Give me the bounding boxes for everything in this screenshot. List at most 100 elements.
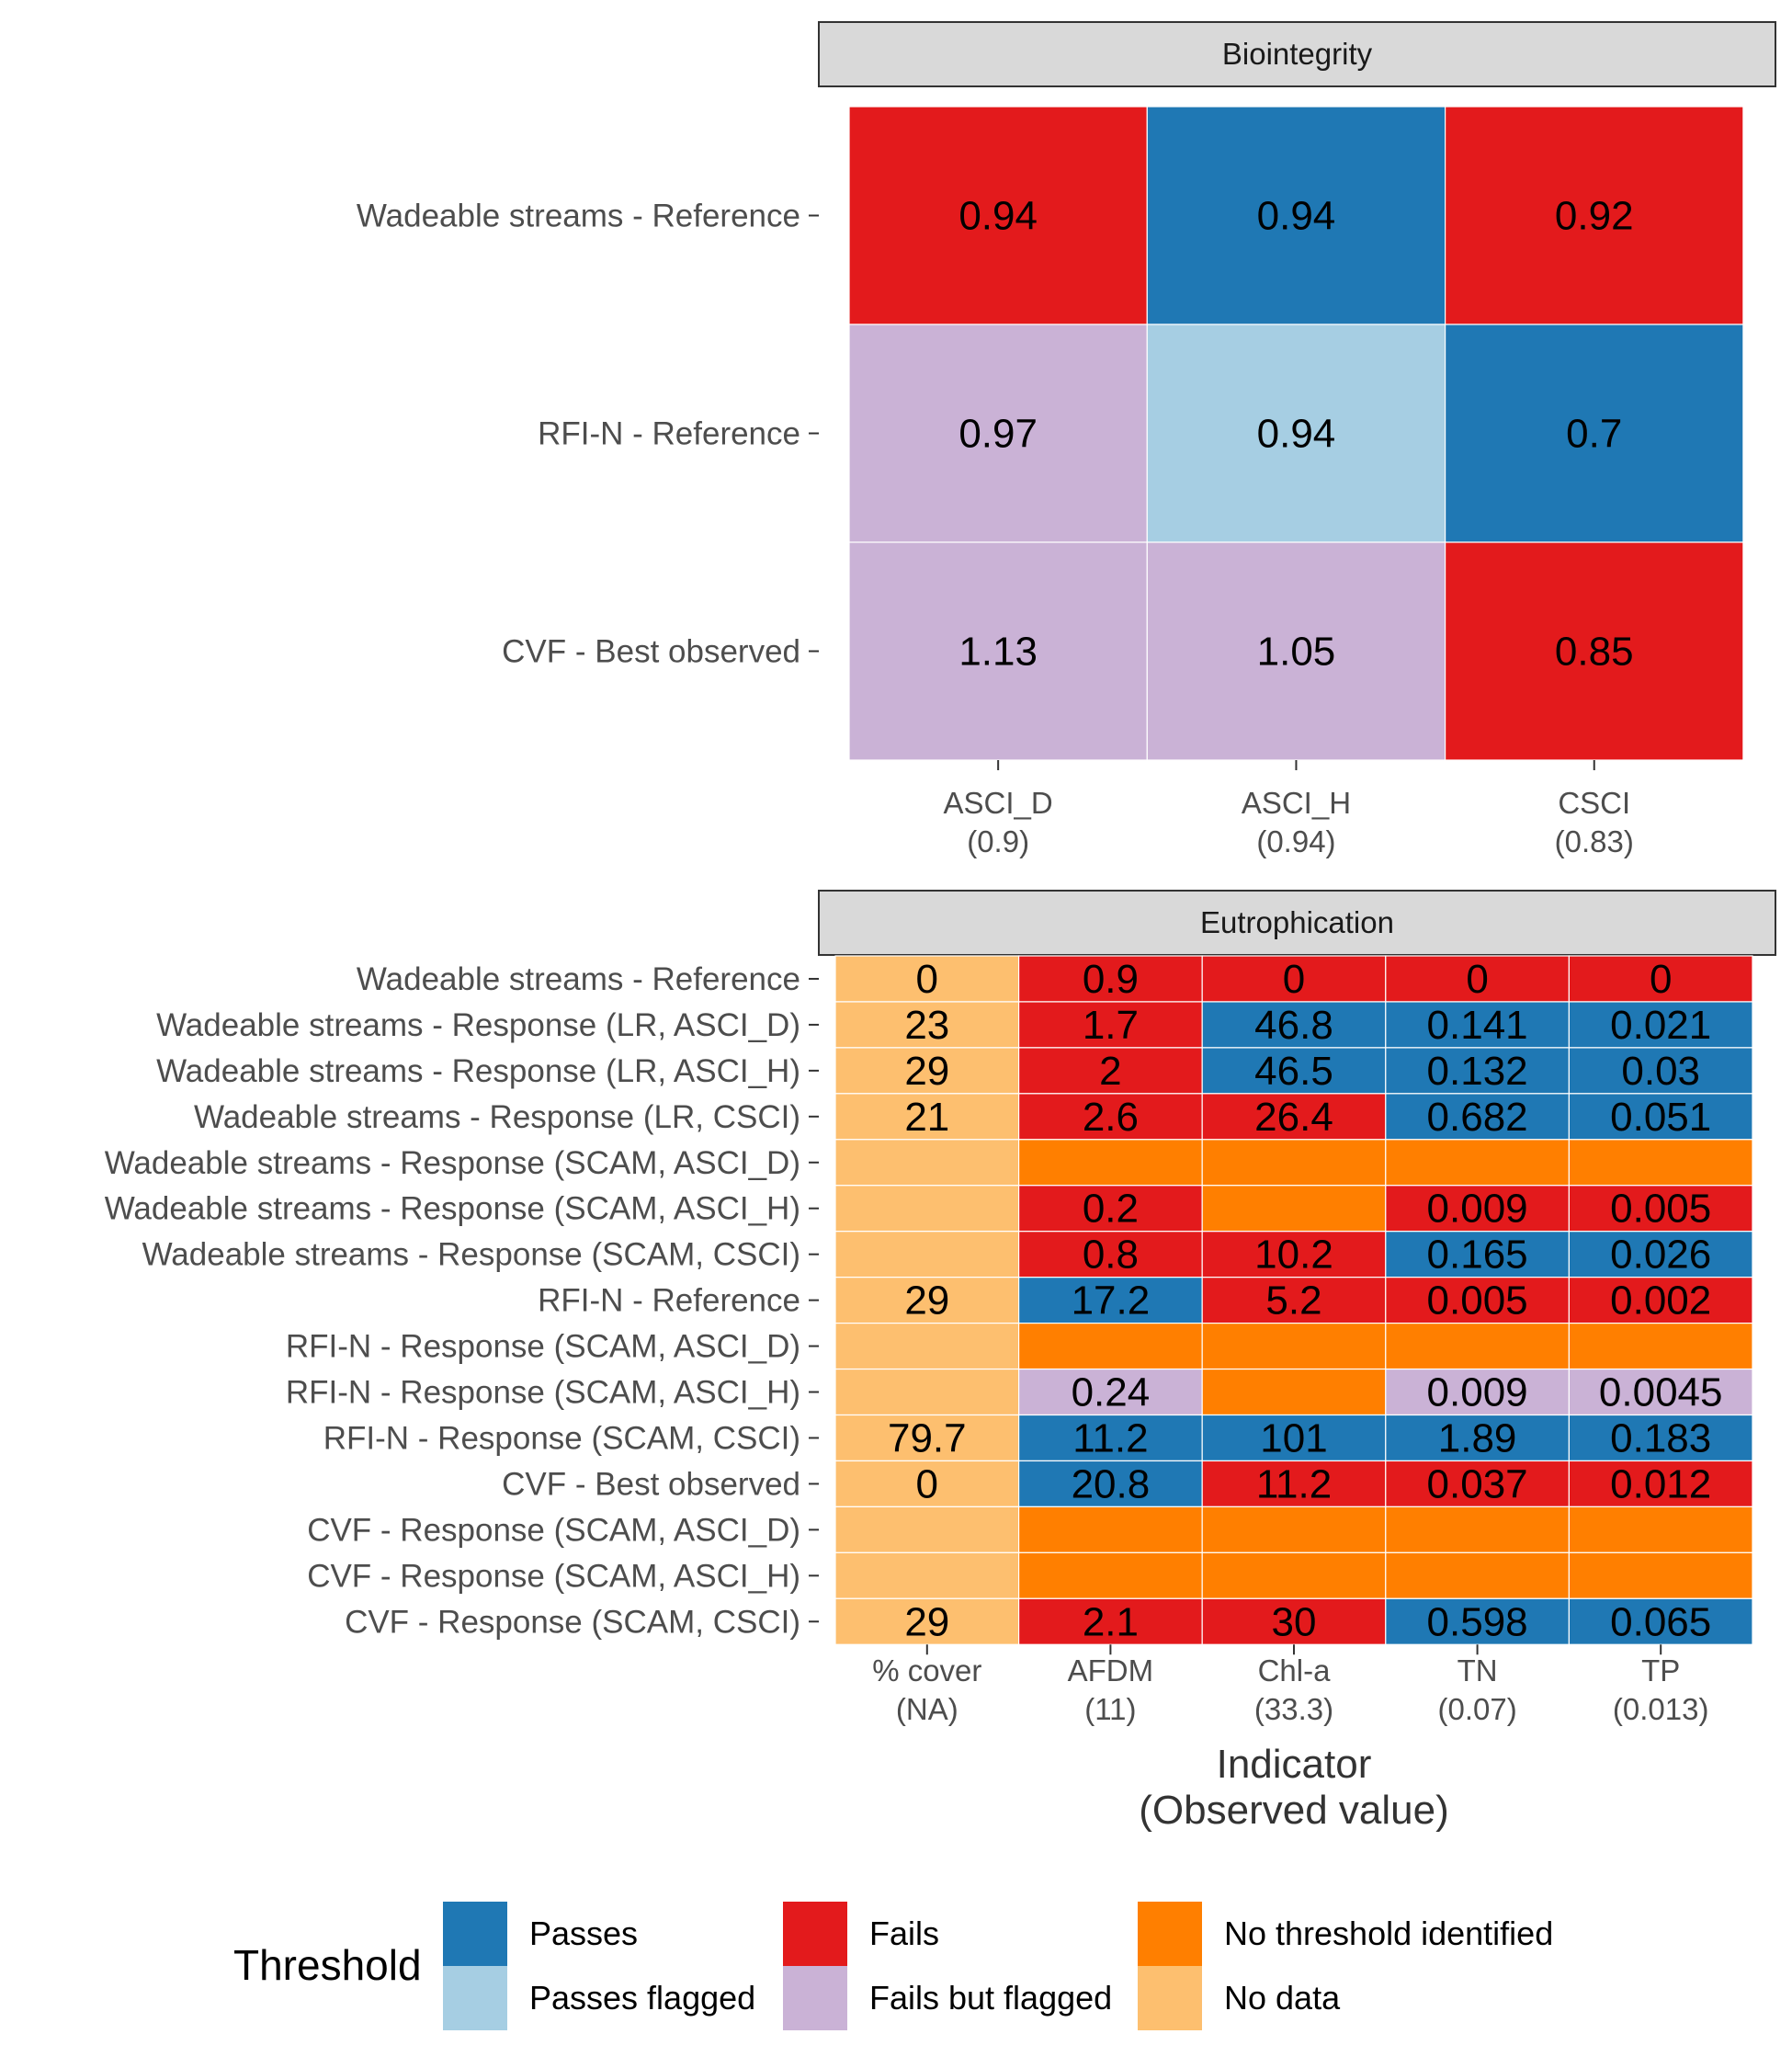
column-threshold: (0.07)	[1437, 1692, 1516, 1726]
cell-value: 0.037	[1427, 1461, 1528, 1506]
heatmap-cell	[1201, 1414, 1387, 1462]
column-label: Chl-a	[1258, 1653, 1332, 1687]
heatmap-cell	[1385, 1368, 1571, 1416]
heatmap-cell	[1146, 541, 1446, 761]
cell-value: 46.5	[1254, 1049, 1333, 1094]
cell-value: 0.24	[1072, 1370, 1151, 1415]
cell-value: 0.183	[1610, 1415, 1711, 1460]
heatmap-cell	[834, 1368, 1020, 1416]
cell-value: 0.9	[1083, 957, 1139, 1002]
heatmap-cell	[1017, 1277, 1203, 1324]
heatmap-cell	[1385, 1597, 1571, 1645]
cell-value: 0.8	[1083, 1233, 1139, 1278]
heatmap-cell	[1017, 1231, 1203, 1278]
heatmap-cell	[834, 1551, 1020, 1599]
row-label: Wadeable streams - Reference	[357, 961, 800, 997]
eutrophication-strip	[818, 890, 1776, 956]
column-label: CSCI	[1558, 786, 1630, 820]
heatmap-cell	[834, 1139, 1020, 1187]
eutrophication-panel: Eutrophication Wadeable streams - Referen…	[105, 890, 1776, 1833]
heatmap-cell	[1385, 1185, 1571, 1233]
cell-value: 0.012	[1610, 1461, 1711, 1506]
cell-value: 2.6	[1083, 1095, 1139, 1140]
row-label: RFI-N - Response (SCAM, CSCI)	[323, 1420, 800, 1456]
row-label: CVF - Response (SCAM, CSCI)	[345, 1604, 800, 1640]
row-label: Wadeable streams - Reference	[357, 199, 800, 234]
cell-value: 0.94	[1257, 412, 1336, 457]
cell-value: 0.94	[958, 194, 1038, 239]
heatmap-cell	[1444, 541, 1744, 761]
cell-value: 0	[1283, 957, 1305, 1002]
heatmap-cell	[1201, 1506, 1387, 1553]
cell-value: 23	[904, 1003, 949, 1048]
heatmap-cell	[1385, 1277, 1571, 1324]
row-label: RFI-N - Reference	[538, 416, 800, 452]
cell-value: 101	[1260, 1415, 1327, 1460]
heatmap-cell	[1201, 1185, 1387, 1233]
heatmap-cell	[1017, 1093, 1203, 1141]
column-label: TN	[1457, 1653, 1498, 1687]
cell-value: 46.8	[1254, 1003, 1333, 1048]
heatmap-cell	[1385, 1322, 1571, 1370]
heatmap-cell	[1017, 1001, 1203, 1049]
cell-value: 0.005	[1610, 1187, 1711, 1232]
heatmap-cell	[1017, 1506, 1203, 1553]
row-label: CVF - Response (SCAM, ASCI_H)	[307, 1558, 800, 1594]
cell-value: 0	[916, 1461, 938, 1506]
heatmap-cell	[1568, 1597, 1753, 1645]
heatmap-cell	[1385, 1093, 1571, 1141]
heatmap-cell	[1017, 1368, 1203, 1416]
heatmap-cell	[1201, 1047, 1387, 1095]
heatmap-cell	[834, 1277, 1020, 1324]
legend-label-passes-flagged: Passes flagged	[529, 1979, 755, 2017]
cell-value: 1.05	[1257, 630, 1336, 675]
cell-value: 0.85	[1555, 630, 1634, 675]
cell-value: 79.7	[888, 1415, 967, 1460]
heatmap-cell	[834, 1322, 1020, 1370]
row-label: Wadeable streams - Response (LR, ASCI_D)	[156, 1007, 800, 1043]
row-label: CVF - Best observed	[502, 1466, 800, 1502]
cell-value: 29	[904, 1599, 949, 1644]
heatmap-cell	[834, 955, 1020, 1003]
cell-value: 0.132	[1427, 1049, 1528, 1094]
column-threshold: (NA)	[896, 1692, 958, 1726]
row-label: Wadeable streams - Response (SCAM, ASCI_…	[105, 1191, 800, 1227]
heatmap-cell	[1017, 1185, 1203, 1233]
cell-value: 0.051	[1610, 1095, 1711, 1140]
heatmap-cell	[834, 1460, 1020, 1507]
column-label: AFDM	[1068, 1653, 1154, 1687]
heatmap-cell	[1568, 1139, 1753, 1187]
heatmap-cell	[1201, 1322, 1387, 1370]
cell-value: 0.009	[1427, 1187, 1528, 1232]
heatmap-cell	[834, 1231, 1020, 1278]
cell-value: 0.005	[1427, 1278, 1528, 1324]
column-label: ASCI_D	[944, 786, 1053, 820]
heatmap-cell	[1201, 955, 1387, 1003]
legend-swatch-no-threshold	[1138, 1902, 1202, 1966]
cell-value: 0	[1650, 957, 1672, 1002]
cell-value: 0.2	[1083, 1187, 1139, 1232]
heatmap-cell	[1444, 106, 1744, 325]
cell-value: 0.165	[1427, 1233, 1528, 1278]
cell-value: 29	[904, 1278, 949, 1324]
heatmap-cell	[1201, 1597, 1387, 1645]
cell-value: 2	[1099, 1049, 1121, 1094]
row-label: Wadeable streams - Response (SCAM, CSCI)	[142, 1237, 800, 1273]
heatmap-cell	[1444, 324, 1744, 543]
heatmap-cell	[1385, 1139, 1571, 1187]
column-threshold: (0.83)	[1555, 824, 1634, 858]
cell-value: 17.2	[1072, 1278, 1151, 1324]
heatmap-cell	[1201, 1231, 1387, 1278]
cell-value: 0.03	[1621, 1049, 1700, 1094]
heatmap-cell	[1568, 1185, 1753, 1233]
heatmap-cell	[834, 1185, 1020, 1233]
heatmap-cell	[834, 1506, 1020, 1553]
cell-value: 0.141	[1427, 1003, 1528, 1048]
heatmap-cell	[1385, 1414, 1571, 1462]
row-label: Wadeable streams - Response (SCAM, ASCI_…	[105, 1145, 800, 1181]
row-label: CVF - Best observed	[502, 634, 800, 670]
x-axis-title: Indicator	[1217, 1742, 1372, 1787]
cell-value: 10.2	[1254, 1233, 1333, 1278]
heatmap-cell	[834, 1597, 1020, 1645]
